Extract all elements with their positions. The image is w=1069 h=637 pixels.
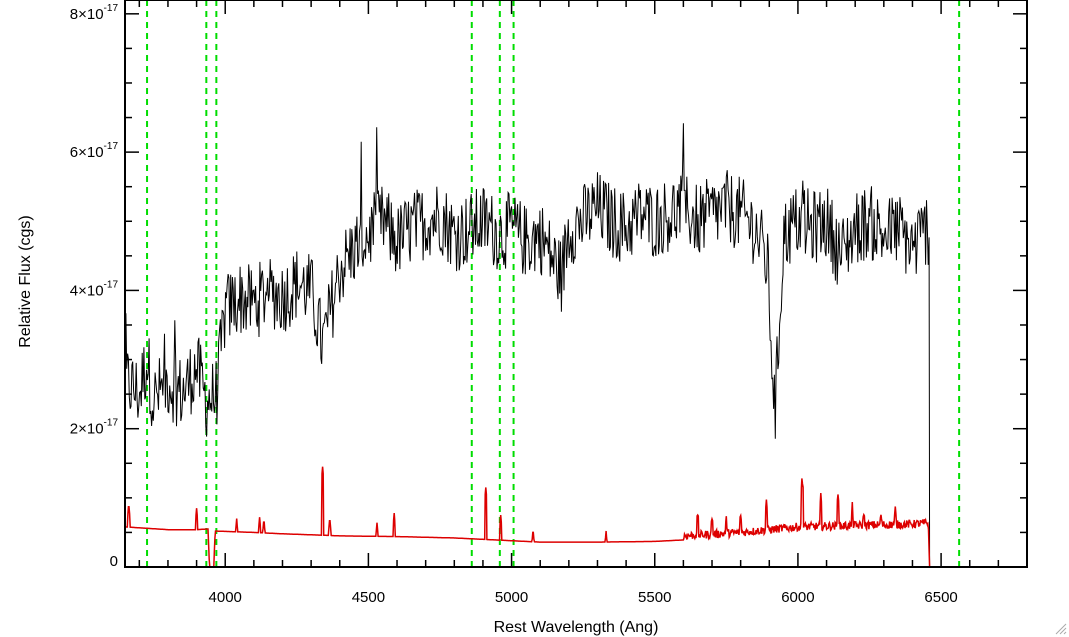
x-tick-label: 6000 bbox=[781, 589, 814, 606]
x-axis-ticks: 4000 4500 5000 5500 6000 6500 bbox=[138, 0, 1028, 606]
series-red-error bbox=[125, 466, 1027, 568]
y-axis-ticks: 0 2×10-17 4×10-17 6×10-17 8×10-17 bbox=[70, 3, 1027, 570]
x-tick-label: 6500 bbox=[924, 589, 957, 606]
x-tick-label: 4500 bbox=[352, 589, 385, 606]
axes-frame bbox=[124, 0, 1028, 568]
x-tick-label: 5000 bbox=[495, 589, 528, 606]
y-tick-label: 8×10-17 bbox=[70, 3, 119, 23]
series-layer bbox=[124, 123, 1027, 568]
x-tick-label: 5500 bbox=[638, 589, 671, 606]
y-tick-label: 2×10-17 bbox=[70, 418, 119, 438]
y-tick-label: 6×10-17 bbox=[70, 141, 119, 161]
plot-frame bbox=[124, 0, 1028, 568]
x-axis-title: Rest Wavelength (Ang) bbox=[494, 619, 659, 636]
y-tick-label: 4×10-17 bbox=[70, 279, 119, 299]
y-tick-label: 0 bbox=[110, 553, 118, 570]
x-tick-label: 4000 bbox=[209, 589, 242, 606]
y-axis-title: Relative Flux (cgs) bbox=[17, 215, 34, 347]
series-black-spectrum bbox=[124, 123, 931, 568]
resize-grip-icon[interactable] bbox=[1055, 623, 1067, 635]
